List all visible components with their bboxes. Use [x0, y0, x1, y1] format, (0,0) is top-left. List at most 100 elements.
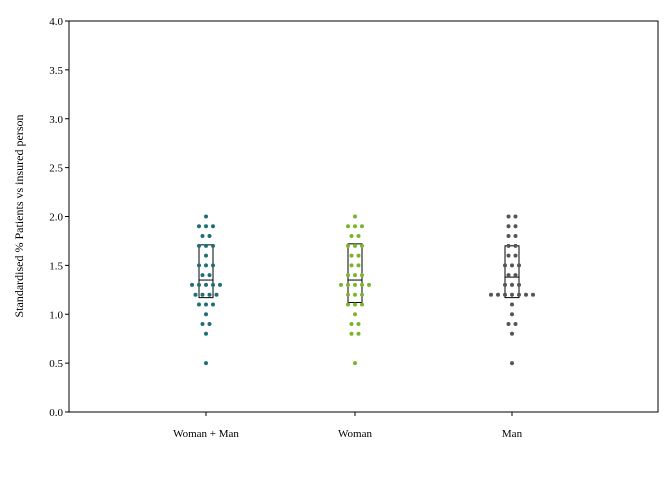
data-point — [190, 282, 194, 287]
data-point — [353, 214, 357, 219]
data-point — [200, 292, 205, 297]
data-point — [349, 322, 354, 327]
data-point — [517, 263, 521, 268]
data-point — [506, 273, 511, 278]
data-point — [506, 322, 511, 327]
data-point — [353, 312, 357, 317]
data-point — [353, 224, 357, 229]
data-point — [353, 361, 357, 366]
data-point — [200, 234, 205, 239]
data-point — [200, 273, 205, 278]
y-axis: 0.0 0.5 1.0 1.5 2.0 2.5 3.0 3.5 4.0 — [49, 16, 69, 419]
data-point — [353, 243, 357, 248]
data-point — [360, 292, 364, 297]
data-point — [349, 263, 354, 268]
data-point — [517, 282, 521, 287]
y-tick-label: 1.0 — [49, 309, 63, 321]
data-point — [360, 243, 364, 248]
data-point — [503, 282, 507, 287]
data-point — [197, 282, 201, 287]
data-point — [510, 292, 514, 297]
data-point — [211, 224, 215, 229]
y-axis-title: Standardised % Patients vs insured perso… — [12, 115, 26, 318]
data-point — [360, 273, 364, 278]
y-tick-label: 0.0 — [49, 407, 63, 419]
data-point — [506, 243, 511, 248]
data-point — [510, 302, 514, 307]
data-point — [193, 292, 198, 297]
data-point — [367, 282, 371, 287]
data-point — [510, 312, 514, 317]
data-point — [517, 292, 521, 297]
data-point — [346, 273, 350, 278]
data-point — [349, 331, 354, 336]
data-point — [197, 224, 201, 229]
data-point — [211, 302, 215, 307]
data-point — [513, 273, 518, 278]
y-tick-label: 2.0 — [49, 212, 63, 224]
data-point — [353, 292, 357, 297]
data-point — [524, 292, 528, 297]
x-category-label: Man — [502, 428, 523, 440]
data-point — [489, 292, 493, 297]
data-point — [349, 234, 354, 239]
data-point — [356, 234, 361, 239]
data-point — [207, 322, 212, 327]
data-point — [346, 282, 350, 287]
data-point — [353, 282, 357, 287]
data-point — [353, 273, 357, 278]
data-point — [510, 282, 514, 287]
x-category-label: Woman — [338, 428, 372, 440]
data-point — [204, 253, 208, 258]
data-point — [211, 282, 215, 287]
data-point — [346, 292, 350, 297]
y-tick-label: 3.0 — [49, 114, 63, 126]
data-point — [503, 263, 507, 268]
points-layer — [190, 214, 535, 366]
data-point — [207, 273, 212, 278]
data-point — [506, 253, 511, 258]
data-point — [356, 263, 361, 268]
data-point — [513, 322, 518, 327]
data-point — [531, 292, 535, 297]
data-point — [218, 282, 222, 287]
data-point — [346, 224, 350, 229]
data-point — [360, 282, 364, 287]
data-point — [214, 292, 219, 297]
data-point — [204, 224, 208, 229]
iqr-box — [198, 244, 214, 299]
data-point — [356, 322, 361, 327]
data-point — [356, 253, 361, 258]
data-point — [506, 234, 511, 239]
data-point — [197, 263, 201, 268]
y-tick-label: 1.5 — [49, 260, 63, 272]
data-point — [503, 292, 507, 297]
data-point — [204, 361, 208, 366]
data-point — [506, 214, 511, 219]
data-point — [513, 224, 518, 229]
data-point — [204, 214, 208, 219]
plot-frame — [68, 20, 659, 413]
iqr-box — [504, 245, 520, 299]
data-point — [200, 322, 205, 327]
data-point — [204, 282, 208, 287]
data-point — [353, 302, 357, 307]
data-point — [346, 243, 350, 248]
data-point — [197, 302, 201, 307]
data-point — [513, 253, 518, 258]
data-point — [510, 331, 514, 336]
box-layer — [198, 243, 520, 304]
y-tick-label: 4.0 — [49, 16, 63, 28]
data-point — [496, 292, 500, 297]
data-point — [513, 243, 518, 248]
data-point — [204, 312, 208, 317]
data-point — [346, 302, 350, 307]
data-point — [513, 234, 518, 239]
data-point — [360, 224, 364, 229]
y-tick-label: 3.5 — [49, 65, 63, 77]
data-point — [197, 243, 201, 248]
data-point — [513, 214, 518, 219]
data-point — [510, 361, 514, 366]
data-point — [339, 282, 343, 287]
